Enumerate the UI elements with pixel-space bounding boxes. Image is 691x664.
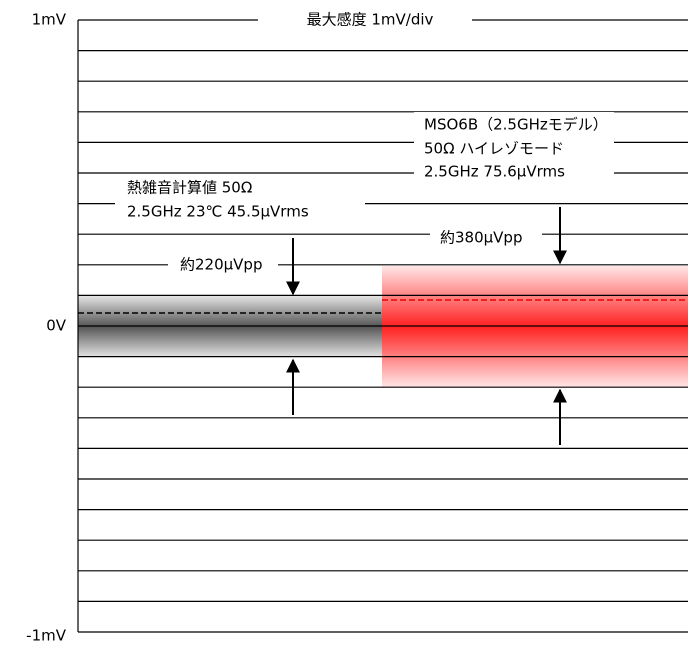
grid	[78, 19, 688, 633]
axis-label: 1mV	[32, 11, 67, 29]
scope-pp: 約380μVpp	[440, 229, 522, 247]
scope-label: MSO6B（2.5GHzモデル）	[424, 116, 608, 134]
thermal-label: 2.5GHz 23℃ 45.5μVrms	[127, 203, 309, 221]
thermal-label: 熱雑音計算値 50Ω	[127, 179, 252, 197]
scope-label: 2.5GHz 75.6μVrms	[424, 163, 565, 181]
axis-label: 0V	[46, 317, 67, 335]
axis-label: -1mV	[26, 627, 67, 645]
thermal-pp: 約220μVpp	[180, 256, 262, 274]
title: 最大感度 1mV/div	[307, 11, 434, 29]
scope-label: 50Ω ハイレゾモード	[424, 140, 564, 158]
